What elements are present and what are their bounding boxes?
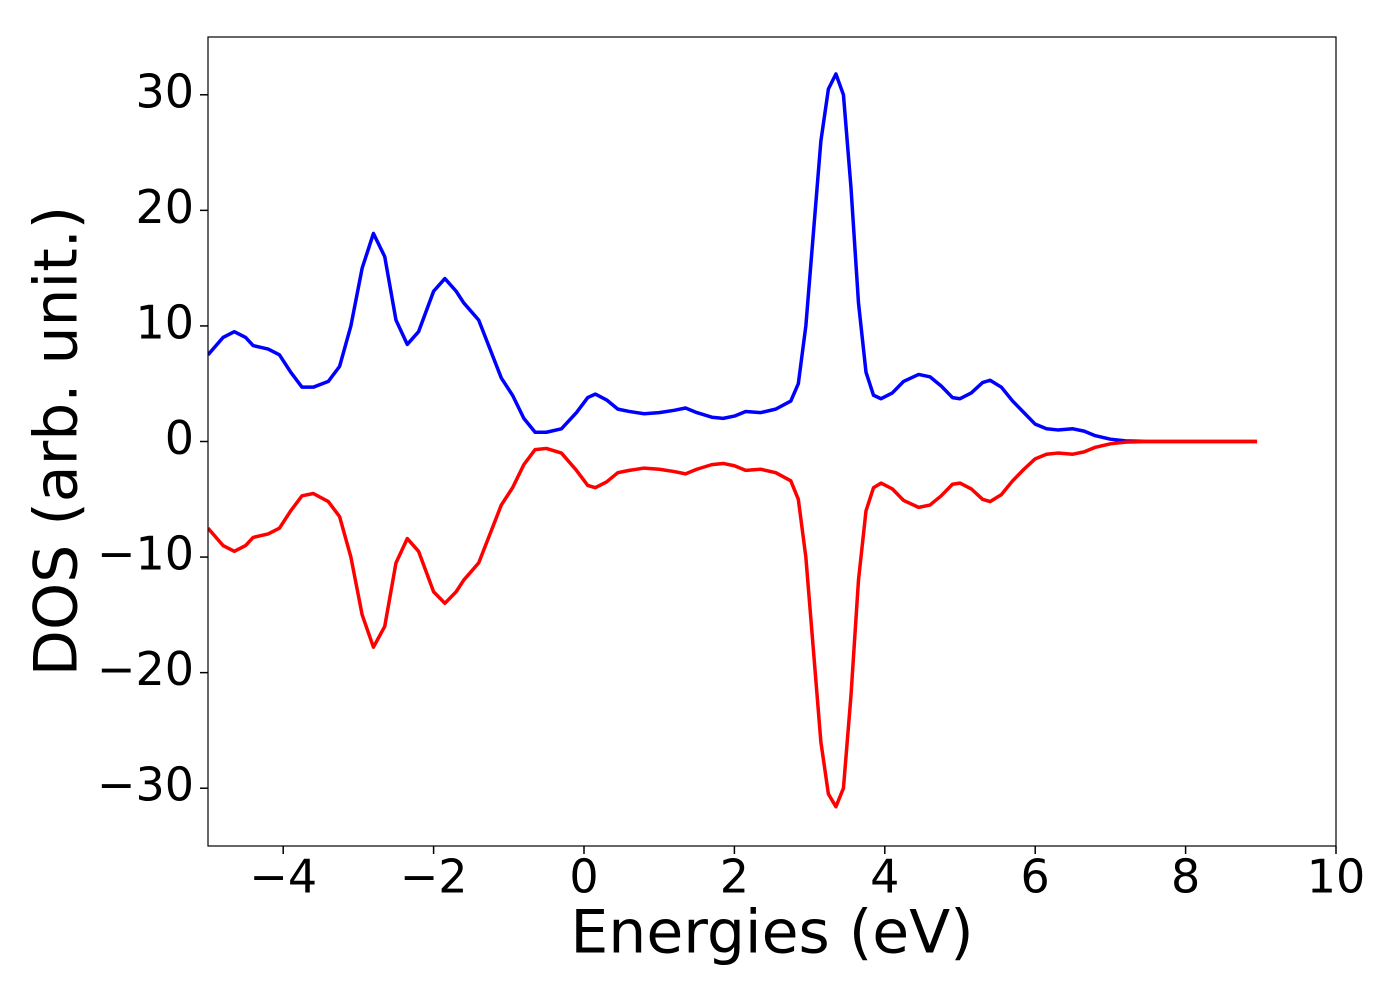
x-tick-label: 10 (1307, 850, 1366, 904)
y-tick-label: −30 (97, 758, 194, 812)
y-tick-label: 20 (135, 180, 194, 234)
x-tick-label: 4 (870, 850, 899, 904)
x-tick-label: 6 (1021, 850, 1050, 904)
x-axis-label: Energies (eV) (570, 898, 973, 968)
x-tick-label: 8 (1171, 850, 1200, 904)
x-tick-label: 2 (720, 850, 749, 904)
series-line (208, 72, 1258, 444)
y-tick-label: −10 (97, 527, 194, 581)
x-tick-label: −4 (249, 850, 317, 904)
x-tick-label: 0 (569, 850, 598, 904)
y-tick-label: 30 (135, 64, 194, 118)
series-line (208, 439, 1258, 809)
y-tick-label: 0 (165, 411, 194, 465)
y-axis-label: DOS (arb. unit.) (22, 206, 92, 676)
x-tick-label: −2 (400, 850, 468, 904)
y-tick-label: 10 (135, 295, 194, 349)
plot-frame (207, 36, 1337, 847)
y-tick-label: −20 (97, 642, 194, 696)
